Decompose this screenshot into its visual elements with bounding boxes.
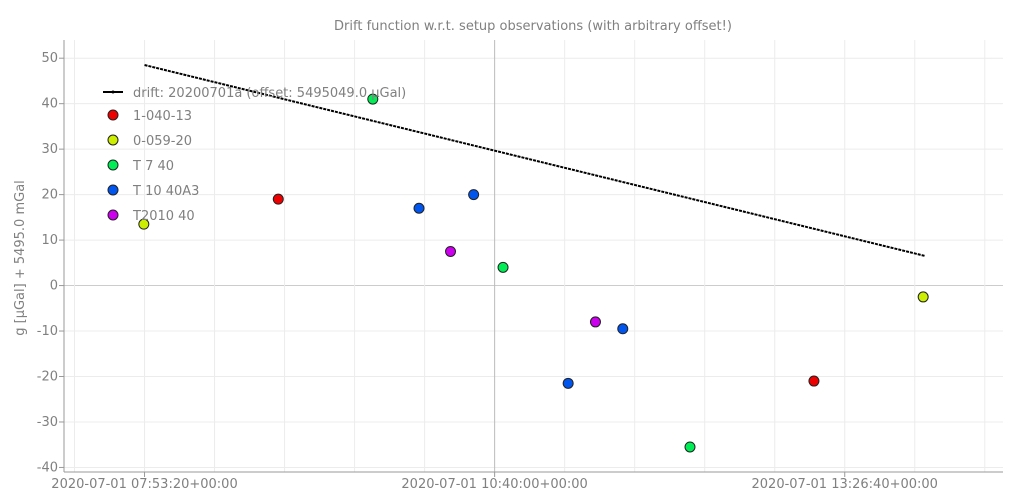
y-tick-label: 30 xyxy=(41,142,58,157)
y-tick-label: 20 xyxy=(41,188,58,203)
data-point xyxy=(468,189,480,201)
legend-label: 1-040-13 xyxy=(133,109,192,124)
ticks: 50 40 30 20 10 0 -10 -20 -30 -40 2020-07-01 07:53:… xyxy=(37,51,938,492)
data-point xyxy=(808,375,820,387)
legend-label: T 7 40 xyxy=(132,159,174,174)
legend-label: 0-059-20 xyxy=(133,134,192,149)
data-point xyxy=(562,377,574,389)
y-tick-label: 0 xyxy=(50,279,58,294)
legend-label: T2010 40 xyxy=(132,209,195,224)
y-tick-label: 10 xyxy=(41,233,58,248)
legend-marker xyxy=(107,184,119,196)
y-tick-label: -20 xyxy=(37,370,58,385)
y-axis-label: g [µGal] + 5495.0 mGal xyxy=(13,180,28,336)
data-point xyxy=(497,261,509,273)
drift-line xyxy=(144,64,926,257)
y-tick-label: -10 xyxy=(37,324,58,339)
data-point xyxy=(617,323,629,335)
data-point xyxy=(445,245,457,257)
data-point xyxy=(138,218,150,230)
legend-marker xyxy=(107,209,119,221)
legend: drift: 20200701a (offset: 5495049.0 µGal… xyxy=(103,86,406,224)
points-layer xyxy=(138,93,929,453)
grid xyxy=(64,40,1003,472)
data-point xyxy=(684,441,696,453)
x-tick-label: 2020-07-01 13:26:40+00:00 xyxy=(752,477,938,492)
data-point xyxy=(367,93,379,105)
y-tick-label: 50 xyxy=(41,51,58,66)
legend-label: T 10 40A3 xyxy=(132,184,199,199)
y-tick-label: -30 xyxy=(37,415,58,430)
y-tick-label: 40 xyxy=(41,97,58,112)
legend-marker xyxy=(107,134,119,146)
x-tick-label: 2020-07-01 10:40:00+00:00 xyxy=(401,477,587,492)
data-point xyxy=(589,316,601,328)
legend-label: drift: 20200701a (offset: 5495049.0 µGal… xyxy=(133,86,406,101)
chart-title: Drift function w.r.t. setup observations… xyxy=(334,19,732,34)
data-point xyxy=(272,193,284,205)
x-tick-label: 2020-07-01 07:53:20+00:00 xyxy=(51,477,237,492)
data-point xyxy=(917,291,929,303)
data-point xyxy=(413,202,425,214)
axes xyxy=(63,40,1003,473)
legend-marker xyxy=(107,109,119,121)
y-tick-label: -40 xyxy=(37,460,58,475)
drift-layer xyxy=(144,64,926,257)
legend-marker xyxy=(107,159,119,171)
legend-drift-dot xyxy=(111,90,115,94)
